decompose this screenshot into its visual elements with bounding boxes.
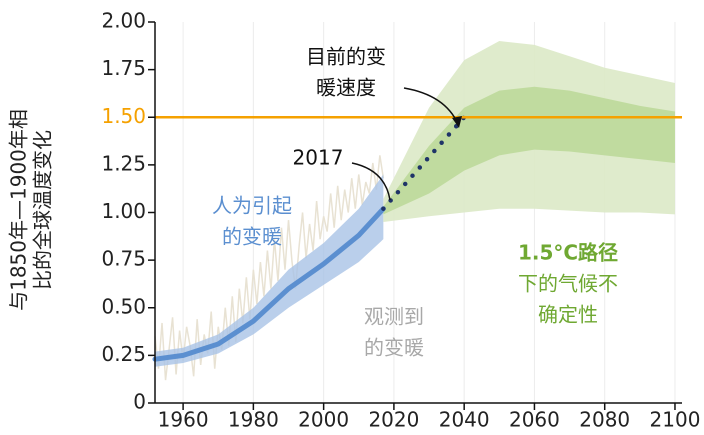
annotation: 人为引起	[212, 194, 292, 218]
x-tick-label: 1960	[158, 408, 209, 432]
y-axis-label: 与1850年—1900年相	[7, 109, 31, 311]
x-tick-label: 2100	[650, 408, 701, 432]
arrow-head	[452, 116, 462, 128]
annotation: 的变暖	[222, 225, 282, 249]
x-tick-label: 2000	[298, 408, 349, 432]
annotation: 确定性	[538, 303, 598, 327]
annotation: 目前的变	[306, 45, 386, 69]
y-tick-label: 0.50	[101, 294, 146, 318]
x-tick-label: 2080	[579, 408, 630, 432]
y-tick-label: 0.75	[101, 247, 146, 271]
annotation: 2017	[293, 146, 344, 170]
annotation: 的变暖	[364, 336, 424, 360]
y-tick-label: 1.00	[101, 199, 146, 223]
annotation: 暖速度	[316, 76, 376, 100]
y-tick-label: 1.50	[101, 104, 146, 128]
rate-line	[381, 115, 467, 211]
y-axis-label: 比的全球温度变化	[31, 130, 55, 290]
y-tick-label: 0	[133, 390, 146, 414]
x-tick-label: 2040	[439, 408, 490, 432]
y-tick-label: 0.25	[101, 342, 146, 366]
x-tick-label: 2020	[368, 408, 419, 432]
annotation: 观测到	[364, 305, 424, 329]
trend-line	[152, 206, 386, 362]
x-tick-label: 2060	[509, 408, 560, 432]
uncertainty-band	[155, 174, 384, 367]
annotation: 1.5°C路径	[518, 241, 618, 265]
y-tick-label: 1.75	[101, 56, 146, 80]
leader-line	[351, 162, 391, 201]
y-tick-label: 2.00	[101, 9, 146, 33]
observed-line	[154, 155, 385, 381]
annotation: 下的气候不	[518, 272, 618, 296]
y-tick-label: 1.25	[101, 151, 146, 175]
x-tick-label: 1980	[228, 408, 279, 432]
